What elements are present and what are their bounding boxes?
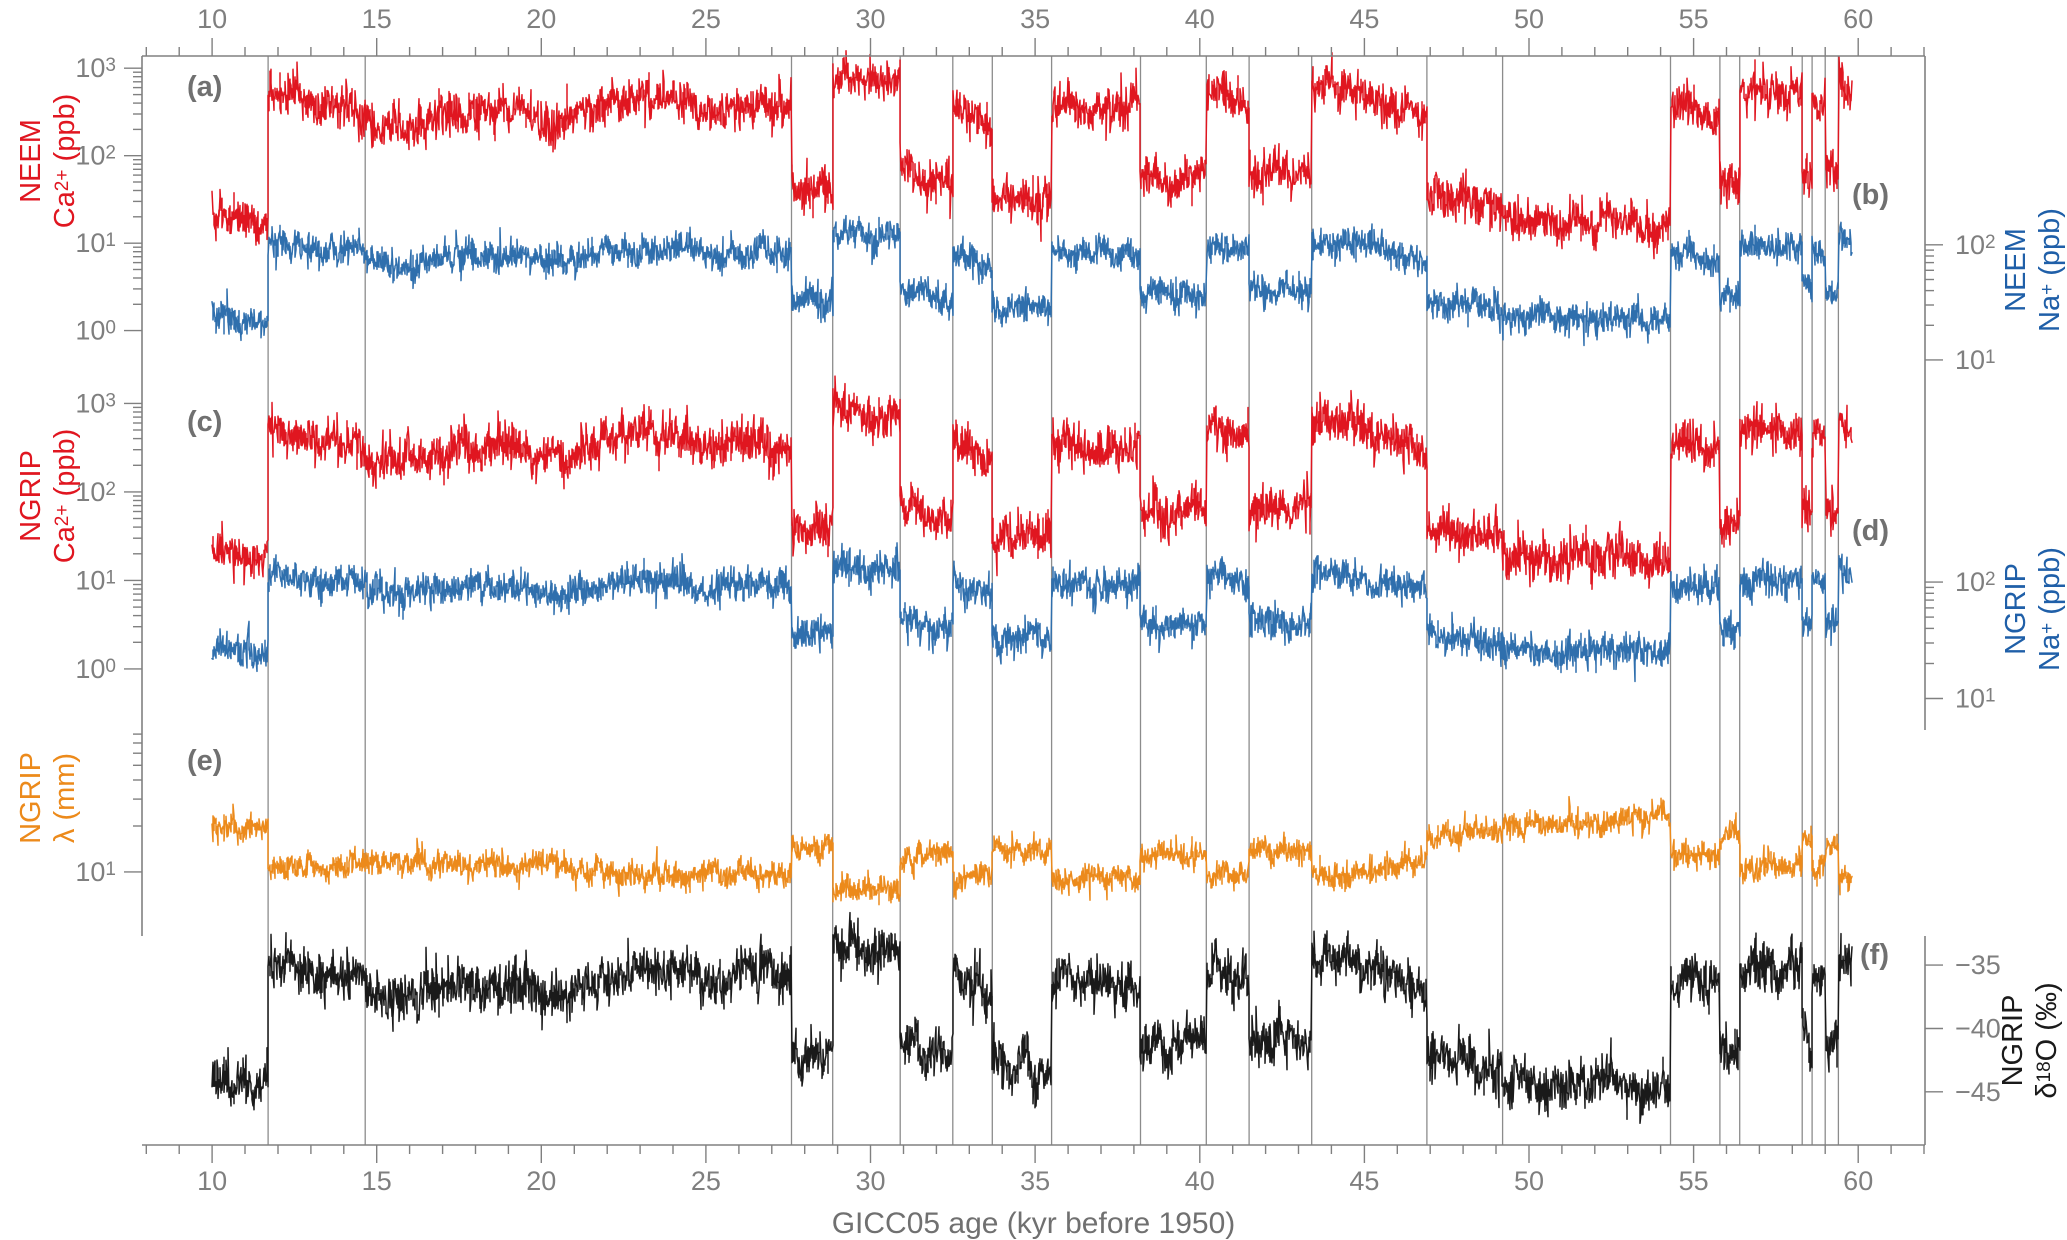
svg-text:60: 60 [1843, 4, 1873, 34]
svg-text:(a): (a) [187, 71, 222, 103]
svg-text:25: 25 [691, 1166, 721, 1196]
svg-text:20: 20 [526, 1166, 556, 1196]
svg-text:15: 15 [362, 1166, 392, 1196]
svg-text:40: 40 [1185, 4, 1215, 34]
svg-text:−45: −45 [1955, 1077, 2001, 1107]
svg-text:NEEM: NEEM [2000, 228, 2032, 312]
svg-text:45: 45 [1349, 1166, 1379, 1196]
svg-text:15: 15 [362, 4, 392, 34]
svg-text:30: 30 [855, 1166, 885, 1196]
svg-text:−40: −40 [1955, 1014, 2001, 1044]
svg-text:NGRIP: NGRIP [15, 450, 47, 542]
svg-text:NGRIP: NGRIP [1997, 995, 2029, 1087]
svg-text:(d): (d) [1852, 515, 1889, 547]
svg-text:10: 10 [197, 1166, 227, 1196]
svg-text:45: 45 [1349, 4, 1379, 34]
svg-text:50: 50 [1514, 1166, 1544, 1196]
svg-text:NGRIP: NGRIP [15, 752, 47, 844]
svg-text:30: 30 [855, 4, 885, 34]
svg-text:40: 40 [1185, 1166, 1215, 1196]
svg-text:NEEM: NEEM [15, 119, 47, 203]
svg-text:NGRIP: NGRIP [2000, 563, 2032, 655]
svg-text:Ca2+ (ppb): Ca2+ (ppb) [49, 429, 81, 564]
svg-text:(c): (c) [187, 406, 222, 438]
svg-text:−35: −35 [1955, 950, 2001, 980]
svg-text:10: 10 [197, 4, 227, 34]
svg-text:Ca2+ (ppb): Ca2+ (ppb) [49, 94, 81, 229]
svg-text:(e): (e) [187, 745, 222, 777]
svg-text:25: 25 [691, 4, 721, 34]
svg-text:Na+ (ppb): Na+ (ppb) [2034, 547, 2066, 671]
svg-text:50: 50 [1514, 4, 1544, 34]
svg-text:(b): (b) [1852, 179, 1889, 211]
svg-text:20: 20 [526, 4, 556, 34]
svg-text:60: 60 [1843, 1166, 1873, 1196]
svg-text:55: 55 [1679, 1166, 1709, 1196]
svg-text:GICC05 age (kyr before 1950): GICC05 age (kyr before 1950) [832, 1207, 1236, 1240]
svg-text:35: 35 [1020, 1166, 1050, 1196]
svg-text:35: 35 [1020, 4, 1050, 34]
svg-text:Na+ (ppb): Na+ (ppb) [2034, 208, 2066, 332]
svg-text:λ (mm): λ (mm) [49, 753, 81, 843]
svg-text:55: 55 [1679, 4, 1709, 34]
svg-text:(f): (f) [1860, 939, 1889, 971]
